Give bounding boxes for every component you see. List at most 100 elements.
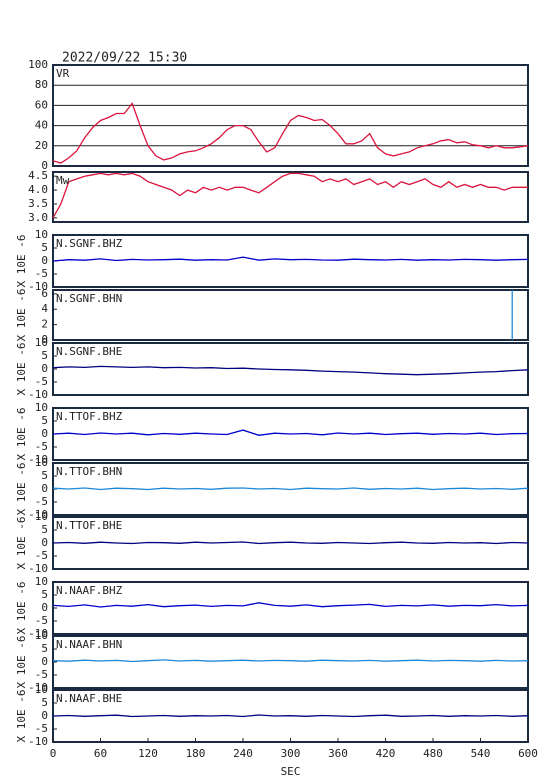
- y-tick-label: 40: [35, 119, 48, 132]
- chart-title: 2022/09/22 15:30: [62, 51, 187, 66]
- panel-frame: [52, 171, 529, 223]
- y-tick-label: -5: [35, 668, 48, 681]
- data-line: [52, 172, 528, 219]
- series-label: N.NAAF.BHN: [56, 638, 122, 651]
- series-label: Mw: [56, 174, 70, 187]
- y-tick-label: 5: [41, 349, 48, 362]
- y-tick-label: 80: [35, 78, 48, 91]
- y-tick-label: 5: [41, 414, 48, 427]
- x-tick-label: 300: [281, 747, 301, 760]
- y-tick-label: 10: [35, 336, 48, 349]
- y-tick-label: 10: [35, 510, 48, 523]
- y-tick-label: 2: [41, 318, 48, 331]
- y-axis-label: X 10E -6: [15, 235, 28, 288]
- y-tick-label: 4.0: [28, 183, 48, 196]
- data-line: [52, 256, 529, 262]
- y-axis-label: X 10E -6: [15, 463, 28, 516]
- y-tick-label: -10: [28, 681, 48, 694]
- y-tick-label: 0: [41, 254, 48, 267]
- panel-frame: [52, 289, 529, 341]
- series-label: N.SGNF.BHZ: [56, 237, 123, 250]
- y-tick-label: -5: [35, 495, 48, 508]
- y-tick-label: -5: [35, 267, 48, 280]
- y-tick-label: 100: [28, 58, 48, 71]
- series-label: N.NAAF.BHZ: [56, 584, 123, 597]
- y-tick-label: 5: [41, 523, 48, 536]
- x-tick-label: 120: [138, 747, 158, 760]
- panel-frame: [52, 64, 529, 167]
- series-label: N.TTOF.BHN: [56, 465, 122, 478]
- series-label: N.SGNF.BHE: [56, 345, 122, 358]
- x-tick-label: 240: [233, 747, 253, 760]
- y-tick-label: 0: [41, 159, 48, 172]
- y-tick-label: -10: [28, 388, 48, 401]
- y-axis-label: X 10E -6: [15, 408, 28, 461]
- x-tick-label: 540: [471, 747, 491, 760]
- y-tick-label: 10: [35, 575, 48, 588]
- y-tick-label: -5: [35, 614, 48, 627]
- x-tick-label: 600: [518, 747, 538, 760]
- x-tick-label: 480: [423, 747, 443, 760]
- x-tick-label: 360: [328, 747, 348, 760]
- x-tick-label: 180: [186, 747, 206, 760]
- data-line: [52, 659, 529, 663]
- x-tick-label: 0: [50, 747, 57, 760]
- series-label: N.TTOF.BHZ: [56, 410, 123, 423]
- y-tick-label: 10: [35, 456, 48, 469]
- y-tick-label: -5: [35, 549, 48, 562]
- y-tick-label: -5: [35, 440, 48, 453]
- y-tick-label: 0: [41, 536, 48, 549]
- data-line: [52, 541, 529, 545]
- y-tick-label: -5: [35, 722, 48, 735]
- y-tick-label: 4: [41, 302, 48, 315]
- y-tick-label: 0: [41, 482, 48, 495]
- x-tick-label: 420: [376, 747, 396, 760]
- y-tick-label: -10: [28, 735, 48, 748]
- y-tick-label: 20: [35, 139, 48, 152]
- data-line: [52, 102, 529, 164]
- y-tick-label: 0: [41, 362, 48, 375]
- y-tick-label: 3.0: [28, 211, 48, 224]
- y-tick-label: -10: [28, 627, 48, 640]
- data-line: [52, 602, 529, 608]
- series-label: N.NAAF.BHE: [56, 692, 122, 705]
- panel-frame: [52, 342, 529, 396]
- y-axis-label: X 10E -6: [15, 582, 28, 635]
- y-axis-label: X 10E -6: [15, 690, 28, 743]
- y-tick-label: 6: [41, 287, 48, 300]
- series-label: N.TTOF.BHE: [56, 519, 122, 532]
- data-line: [52, 487, 529, 491]
- panel-frame: [52, 234, 529, 288]
- y-tick-label: 0: [41, 427, 48, 440]
- y-tick-label: 0: [41, 333, 48, 346]
- panel-frame: [52, 581, 529, 635]
- x-tick-label: 60: [94, 747, 107, 760]
- y-axis-label: X 10E -6: [15, 517, 28, 570]
- y-tick-label: -5: [35, 375, 48, 388]
- data-line: [52, 429, 529, 436]
- y-axis-label: X 10E -6: [15, 636, 28, 689]
- series-label: N.SGNF.BHN: [56, 292, 122, 305]
- y-tick-label: 5: [41, 241, 48, 254]
- x-axis-label: SEC: [281, 765, 301, 778]
- y-tick-label: 0: [41, 709, 48, 722]
- y-axis-label: X 10E -6: [15, 343, 28, 396]
- data-line: [52, 714, 529, 718]
- y-tick-label: 0: [41, 601, 48, 614]
- panel-frame: [52, 635, 529, 689]
- y-tick-label: 4.5: [28, 169, 48, 182]
- y-tick-label: 5: [41, 642, 48, 655]
- y-tick-label: -10: [28, 453, 48, 466]
- series-label: VR: [56, 67, 70, 80]
- y-tick-label: 10: [35, 683, 48, 696]
- y-tick-label: 5: [41, 469, 48, 482]
- y-tick-label: 60: [35, 98, 48, 111]
- panel-frame: [52, 462, 529, 516]
- y-tick-label: 10: [35, 228, 48, 241]
- y-tick-label: 0: [41, 655, 48, 668]
- y-axis-label: X 10E -6: [15, 289, 28, 342]
- y-tick-label: -10: [28, 562, 48, 575]
- y-tick-label: 5: [41, 696, 48, 709]
- data-line: [52, 365, 529, 376]
- y-tick-label: 10: [35, 629, 48, 642]
